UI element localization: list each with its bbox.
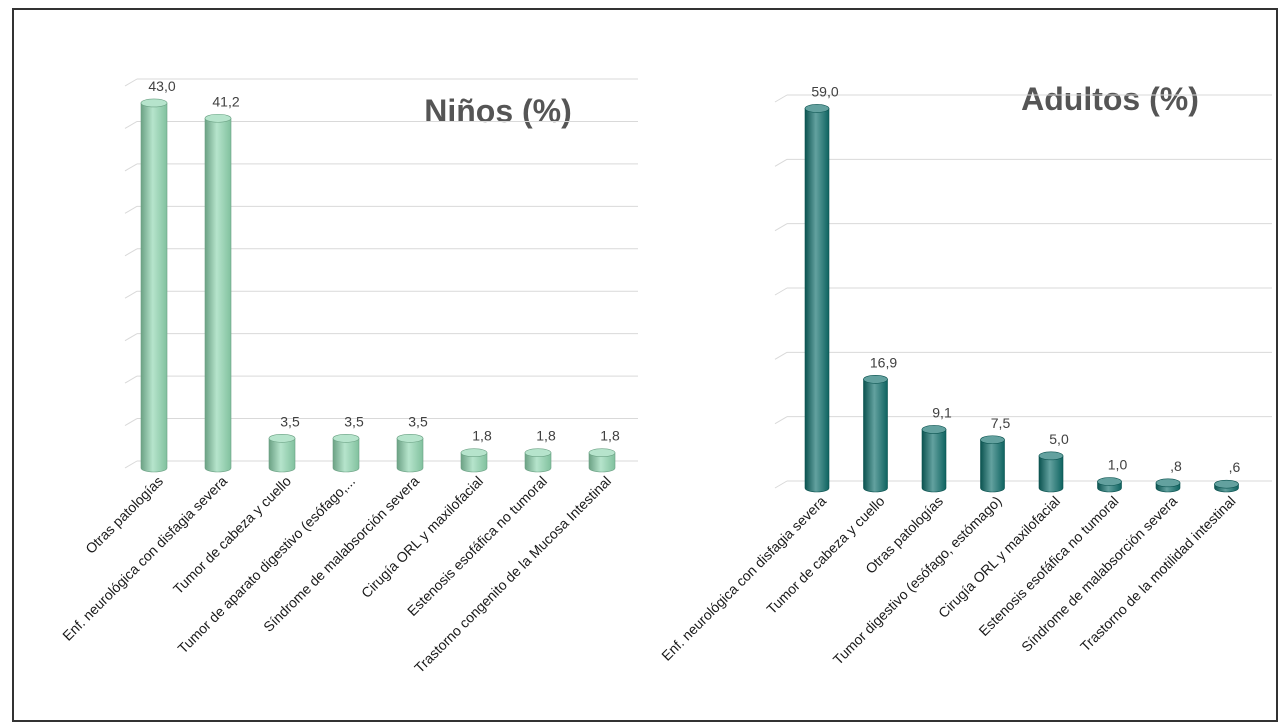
bar-top (141, 99, 167, 107)
bar-body (864, 379, 888, 492)
value-label: 1,0 (1108, 457, 1128, 473)
bar (589, 449, 615, 472)
value-label: 3,5 (280, 413, 300, 429)
gridline-depth (125, 121, 137, 128)
bar-top (333, 434, 359, 442)
value-label: 5,0 (1049, 431, 1069, 447)
bar-top (981, 436, 1005, 444)
bar (1156, 479, 1180, 492)
value-label: 1,8 (600, 428, 620, 444)
bar (864, 375, 888, 492)
gridline-depth (125, 249, 137, 256)
bar-body (141, 103, 167, 472)
bar-top (461, 449, 487, 457)
gridline-depth (775, 288, 787, 295)
bar (269, 434, 295, 472)
value-label: 59,0 (811, 83, 838, 99)
gridline-depth (775, 159, 787, 166)
bar-body (205, 118, 231, 472)
bar-top (205, 114, 231, 122)
bars-adultos (805, 104, 1239, 492)
value-label: 3,5 (408, 413, 428, 429)
gridline-depth (775, 481, 787, 488)
gridline-depth (125, 291, 137, 298)
value-label: 1,8 (472, 428, 492, 444)
value-label: 1,8 (536, 428, 556, 444)
gridline-depth (775, 224, 787, 231)
category-label-cirugia-orl-y-maxilofacial: Cirugía ORL y maxilofacial (358, 473, 486, 601)
bar-top (922, 425, 946, 433)
category-label-estenosis-esofafica-no-tumoral: Estenosis esofáfica no tumoral (404, 473, 550, 619)
bar-top (269, 434, 295, 442)
bar-body (333, 438, 359, 472)
gridline-depth (775, 417, 787, 424)
value-label: 9,1 (932, 404, 952, 420)
value-label: 16,9 (870, 354, 897, 370)
value-label: 41,2 (212, 93, 239, 109)
bar (922, 425, 946, 492)
bar (1039, 452, 1063, 492)
chart-title-ninos: Niños (%) (424, 93, 572, 129)
category-label-tumor-de-cabeza-y-cuello: Tumor de cabeza y cuello (170, 473, 294, 597)
bar-top (525, 449, 551, 457)
bar-body (981, 440, 1005, 492)
bar-top (397, 434, 423, 442)
bar-top (1156, 479, 1180, 487)
value-label: ,6 (1229, 459, 1241, 475)
gridlines-ninos (125, 79, 638, 468)
bar (1098, 478, 1122, 492)
bar-top (805, 104, 829, 112)
bar (141, 99, 167, 472)
bar (461, 449, 487, 472)
bar-body (269, 438, 295, 472)
gridline-depth (125, 334, 137, 341)
bar-top (1039, 452, 1063, 460)
bar (333, 434, 359, 472)
bar-top (1098, 478, 1122, 486)
chart-title-adultos: Adultos (%) (1021, 81, 1199, 117)
bar (397, 434, 423, 472)
bar-top (589, 449, 615, 457)
bar-body (922, 429, 946, 492)
category-label-tumor-de-cabeza-y-cuello: Tumor de cabeza y cuello (763, 493, 887, 617)
bar (1215, 480, 1239, 492)
bar (525, 449, 551, 472)
category-label-cirugia-orl-y-maxilofacial: Cirugía ORL y maxilofacial (935, 493, 1063, 621)
bar (805, 104, 829, 492)
value-label: 7,5 (991, 415, 1011, 431)
gridlines-adultos (775, 95, 1272, 488)
gridline-depth (125, 376, 137, 383)
bars-ninos (141, 99, 615, 472)
value-label: 3,5 (344, 413, 364, 429)
bar (981, 436, 1005, 492)
bar-body (397, 438, 423, 472)
value-label: 43,0 (148, 78, 175, 94)
gridline-depth (125, 419, 137, 426)
bar (205, 114, 231, 472)
bar-body (1039, 456, 1063, 492)
gridline-depth (125, 164, 137, 171)
bar-body (805, 108, 829, 492)
gridline-depth (125, 206, 137, 213)
gridline-depth (775, 95, 787, 102)
value-label: ,8 (1170, 458, 1182, 474)
gridline-depth (125, 79, 137, 86)
bar-top (1215, 480, 1239, 488)
gridline-depth (775, 352, 787, 359)
bar-top (864, 375, 888, 383)
gridline-depth (125, 461, 137, 468)
